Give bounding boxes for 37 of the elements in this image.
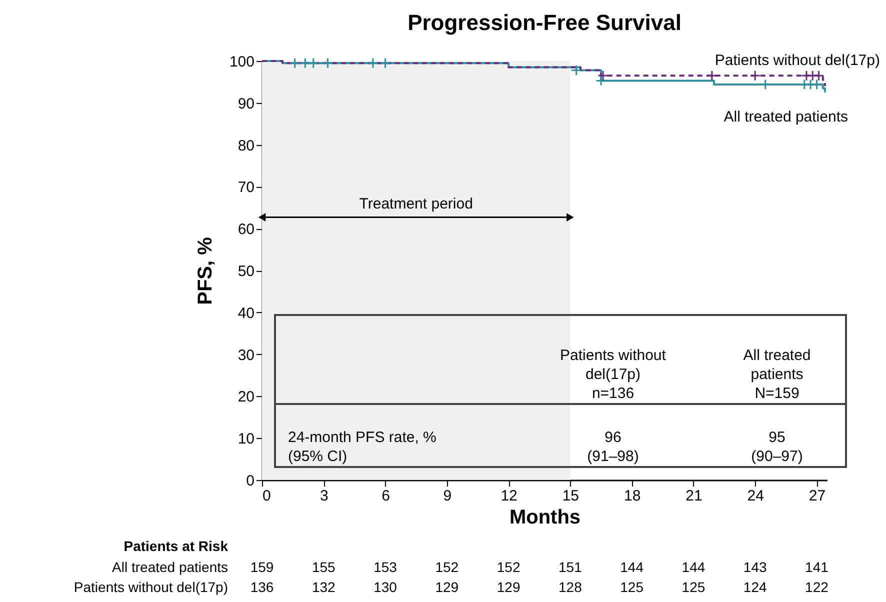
y-tick-label: 10 (238, 430, 254, 448)
y-tick-label: 70 (238, 179, 254, 196)
y-tick-label: 30 (238, 346, 254, 364)
x-tick-label: 6 (382, 488, 390, 504)
band-label: Treatment period (359, 195, 473, 212)
x-tick-label: 18 (624, 488, 641, 504)
annotation: Patients without del(17p) n=136 (560, 347, 667, 402)
x-tick-label: 27 (808, 488, 826, 504)
y-tick-label: 0 (246, 472, 254, 490)
x-tick-label: 12 (500, 488, 518, 504)
series-label: All treated patients (724, 108, 848, 126)
x-tick-label: 24 (747, 488, 764, 504)
text: Patients without del(17p) (74, 579, 228, 595)
annotation: 96 (91–98) (587, 429, 639, 465)
y-axis-title: PFS, % (194, 236, 216, 305)
text: 136 132 130 129 129 128 125 125 124 122 (250, 579, 828, 595)
text: Patients at Risk (124, 538, 228, 554)
y-tick-label: 50 (238, 263, 254, 280)
series-label: Patients without del(17p) (714, 52, 880, 70)
x-tick-label: 21 (686, 488, 702, 504)
x-tick-label: 15 (562, 488, 580, 504)
y-tick-label: 40 (238, 304, 254, 322)
y-tick-label: 20 (238, 388, 254, 406)
x-tick-label: 9 (443, 488, 452, 504)
annotation: 95 (90–97) (751, 429, 803, 465)
y-tick-label: 60 (238, 221, 254, 238)
annotation: All treated patients N=159 (743, 347, 811, 402)
y-tick-label: 90 (238, 95, 254, 112)
text: All treated patients (112, 559, 228, 575)
y-tick-label: 80 (238, 137, 254, 154)
text: 159 155 153 152 152 151 144 144 143 141 (250, 559, 828, 575)
x-tick-label: 3 (320, 488, 328, 504)
x-tick-label: 0 (262, 488, 271, 504)
chart-title: Progression-Free Survival (408, 10, 682, 36)
annotation: 24-month PFS rate, % (95% CI) (288, 429, 436, 465)
y-tick-label: 100 (229, 54, 254, 70)
x-axis-title: Months (509, 506, 581, 528)
